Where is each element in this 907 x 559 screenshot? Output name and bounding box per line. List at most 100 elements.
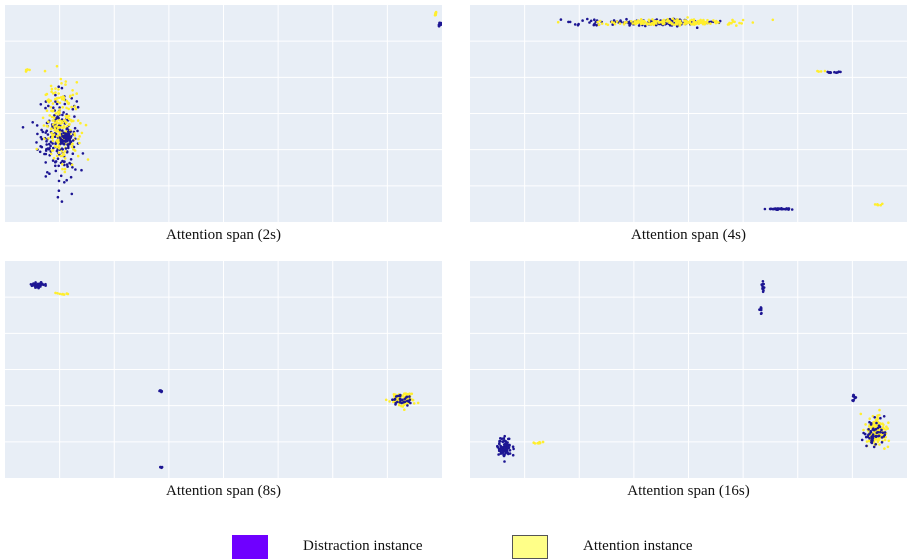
distraction-point [63,181,66,184]
attention-point [817,70,820,73]
distraction-point [502,453,505,456]
attention-point [650,21,654,25]
distraction-point [852,399,855,403]
attention-point [677,20,680,24]
attention-point [612,21,616,25]
distraction-point [54,93,57,97]
attention-point [60,293,64,296]
attention-point [72,119,75,123]
attention-point [56,139,60,142]
distraction-point [36,132,39,136]
attention-point [53,127,57,131]
attention-point [53,121,57,125]
distraction-point [40,145,44,149]
distraction-point [61,113,64,117]
attention-point [73,105,77,108]
attention-point [665,19,669,23]
distraction-point [159,465,162,469]
attention-point [406,392,410,396]
distraction-point [65,127,69,131]
attention-point [886,445,890,449]
attention-point [416,401,420,405]
attention-point [880,433,883,437]
attention-point [645,22,649,26]
panel-caption: Attention span (4s) [631,227,746,243]
attention-point [882,427,886,431]
distraction-point [511,453,515,457]
distraction-point [41,130,45,134]
distraction-point [758,308,761,311]
distraction-point [38,283,42,286]
attention-point [885,425,888,428]
distraction-point [45,143,48,146]
legend: Distraction instance Attention instance [0,535,907,559]
distraction-point [69,158,73,161]
distraction-point [868,420,871,424]
distraction-point [573,23,577,26]
distraction-point [56,157,60,160]
distraction-point [39,103,43,106]
distraction-point [73,126,77,130]
distraction-point [71,107,75,111]
distraction-point [593,18,596,21]
distraction-point [57,85,60,88]
distraction-point [69,130,72,134]
attention-point [634,21,638,24]
attention-point [47,137,50,140]
distraction-point [401,398,404,402]
attention-point [50,136,54,140]
distraction-point [501,440,505,444]
attention-point [625,20,628,24]
attention-point [53,145,57,148]
attention-point [57,151,61,154]
attention-point [65,292,69,295]
attention-point [67,123,71,127]
attention-point [410,392,414,396]
distraction-point [44,106,47,110]
attention-point [45,109,49,112]
distraction-point [668,23,672,27]
attention-point [648,22,651,25]
attention-point [600,22,604,25]
distraction-point [496,444,499,448]
distraction-point [55,102,59,106]
attention-point [876,203,879,207]
attention-point [384,398,388,402]
attention-point [618,22,622,25]
attention-point [51,139,55,142]
distraction-point [763,207,767,211]
distraction-point [67,146,70,150]
distraction-point [762,286,765,289]
distraction-point [408,398,412,401]
attention-point [660,21,664,24]
attention-point [52,156,56,160]
attention-point [883,447,886,450]
attention-point [51,149,55,152]
attention-point [56,129,60,133]
distraction-point [762,289,765,292]
distraction-point [880,428,883,432]
attention-point [674,21,678,25]
attention-point [696,19,700,23]
distraction-point [71,139,75,142]
distraction-point [65,178,68,182]
distraction-point [877,424,881,427]
distraction-point [57,179,61,183]
distraction-point [497,453,500,456]
panel-caption: Attention span (8s) [166,483,281,499]
attention-point [876,416,879,419]
attention-point [702,22,706,25]
attention-point [741,18,745,22]
attention-point [865,440,869,443]
distraction-point [398,401,402,404]
attention-point [541,440,545,444]
attention-point [51,134,54,138]
attention-point [57,88,60,91]
distraction-point [637,24,641,27]
attention-point [653,21,656,25]
attention-point [45,92,49,96]
attention-point [735,24,738,27]
distraction-point [398,397,402,401]
distraction-point [594,20,598,24]
distraction-point [870,441,874,445]
